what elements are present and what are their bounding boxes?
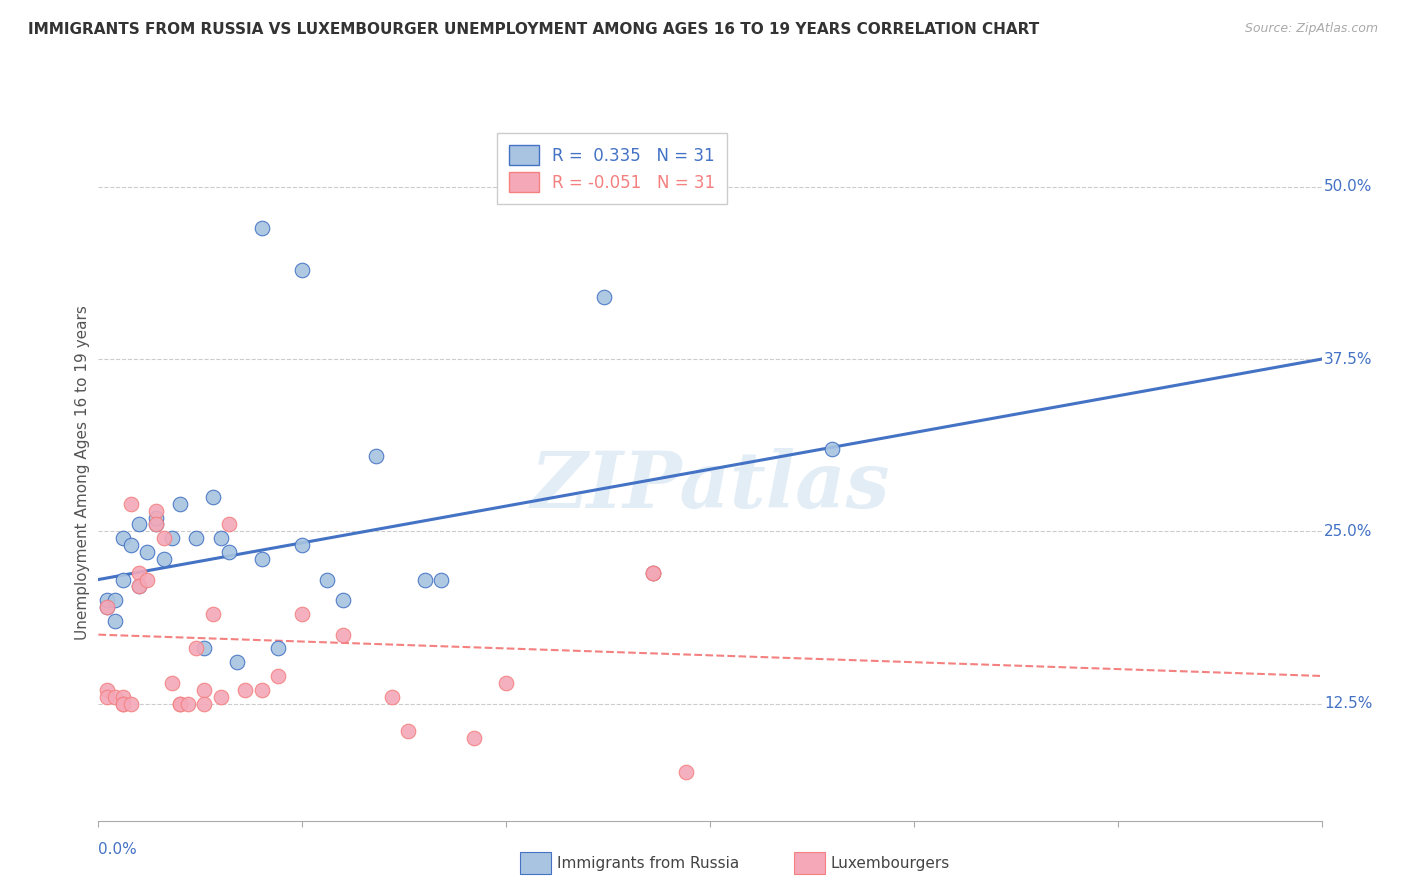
Point bbox=[136, 545, 159, 559]
Point bbox=[104, 593, 127, 607]
Point bbox=[169, 697, 191, 711]
Point bbox=[396, 724, 419, 739]
Point bbox=[96, 690, 118, 704]
Point bbox=[111, 690, 134, 704]
Point bbox=[641, 566, 664, 580]
Point bbox=[430, 573, 453, 587]
Point bbox=[250, 682, 273, 697]
Point bbox=[641, 566, 664, 580]
Point bbox=[128, 579, 150, 593]
Point bbox=[332, 627, 354, 641]
Text: 50.0%: 50.0% bbox=[1324, 179, 1372, 194]
Point bbox=[193, 697, 215, 711]
Point bbox=[145, 503, 167, 517]
Y-axis label: Unemployment Among Ages 16 to 19 years: Unemployment Among Ages 16 to 19 years bbox=[75, 305, 90, 640]
Point bbox=[495, 676, 517, 690]
Point bbox=[332, 593, 354, 607]
Text: 12.5%: 12.5% bbox=[1324, 696, 1372, 711]
Point bbox=[226, 655, 249, 669]
Point bbox=[111, 697, 134, 711]
Text: Immigrants from Russia: Immigrants from Russia bbox=[557, 856, 740, 871]
Point bbox=[96, 682, 118, 697]
Point bbox=[136, 573, 159, 587]
Point bbox=[111, 531, 134, 545]
Point bbox=[120, 697, 142, 711]
Point bbox=[233, 682, 256, 697]
Point bbox=[120, 538, 142, 552]
Point bbox=[96, 600, 118, 615]
Point bbox=[315, 573, 337, 587]
Point bbox=[209, 531, 232, 545]
Point bbox=[821, 442, 844, 456]
Point bbox=[152, 552, 174, 566]
Text: 25.0%: 25.0% bbox=[1324, 524, 1372, 539]
Point bbox=[186, 641, 208, 656]
Point bbox=[96, 600, 118, 615]
Point bbox=[641, 566, 664, 580]
Point bbox=[145, 517, 167, 532]
Point bbox=[413, 573, 436, 587]
Point bbox=[145, 510, 167, 524]
Point bbox=[186, 531, 208, 545]
Point bbox=[364, 449, 387, 463]
Point bbox=[177, 697, 200, 711]
Point bbox=[169, 497, 191, 511]
Point bbox=[145, 834, 167, 848]
Point bbox=[152, 531, 174, 545]
Point bbox=[250, 221, 273, 235]
Text: IMMIGRANTS FROM RUSSIA VS LUXEMBOURGER UNEMPLOYMENT AMONG AGES 16 TO 19 YEARS CO: IMMIGRANTS FROM RUSSIA VS LUXEMBOURGER U… bbox=[28, 22, 1039, 37]
Point bbox=[169, 697, 191, 711]
Text: 37.5%: 37.5% bbox=[1324, 351, 1372, 367]
Point bbox=[193, 682, 215, 697]
Point bbox=[675, 765, 697, 780]
Point bbox=[96, 593, 118, 607]
Point bbox=[111, 697, 134, 711]
Point bbox=[104, 690, 127, 704]
Text: 0.0%: 0.0% bbox=[98, 841, 138, 856]
Point bbox=[593, 290, 616, 304]
Text: Luxembourgers: Luxembourgers bbox=[831, 856, 950, 871]
Point bbox=[201, 490, 224, 504]
Point bbox=[291, 607, 314, 621]
Point bbox=[160, 531, 183, 545]
Point bbox=[291, 262, 314, 277]
Point bbox=[128, 517, 150, 532]
Point bbox=[160, 676, 183, 690]
Point bbox=[218, 517, 240, 532]
Point bbox=[267, 641, 290, 656]
Point bbox=[291, 538, 314, 552]
Legend: R =  0.335   N = 31, R = -0.051   N = 31: R = 0.335 N = 31, R = -0.051 N = 31 bbox=[498, 133, 727, 204]
Point bbox=[463, 731, 485, 745]
Point bbox=[218, 545, 240, 559]
Text: Source: ZipAtlas.com: Source: ZipAtlas.com bbox=[1244, 22, 1378, 36]
Point bbox=[120, 497, 142, 511]
Point bbox=[128, 566, 150, 580]
Point bbox=[111, 573, 134, 587]
Text: ZIPatlas: ZIPatlas bbox=[530, 449, 890, 524]
Point bbox=[250, 552, 273, 566]
Point bbox=[128, 579, 150, 593]
Point bbox=[193, 641, 215, 656]
Point bbox=[209, 690, 232, 704]
Point bbox=[201, 607, 224, 621]
Point bbox=[145, 517, 167, 532]
Point bbox=[104, 614, 127, 628]
Point bbox=[267, 669, 290, 683]
Point bbox=[381, 690, 404, 704]
